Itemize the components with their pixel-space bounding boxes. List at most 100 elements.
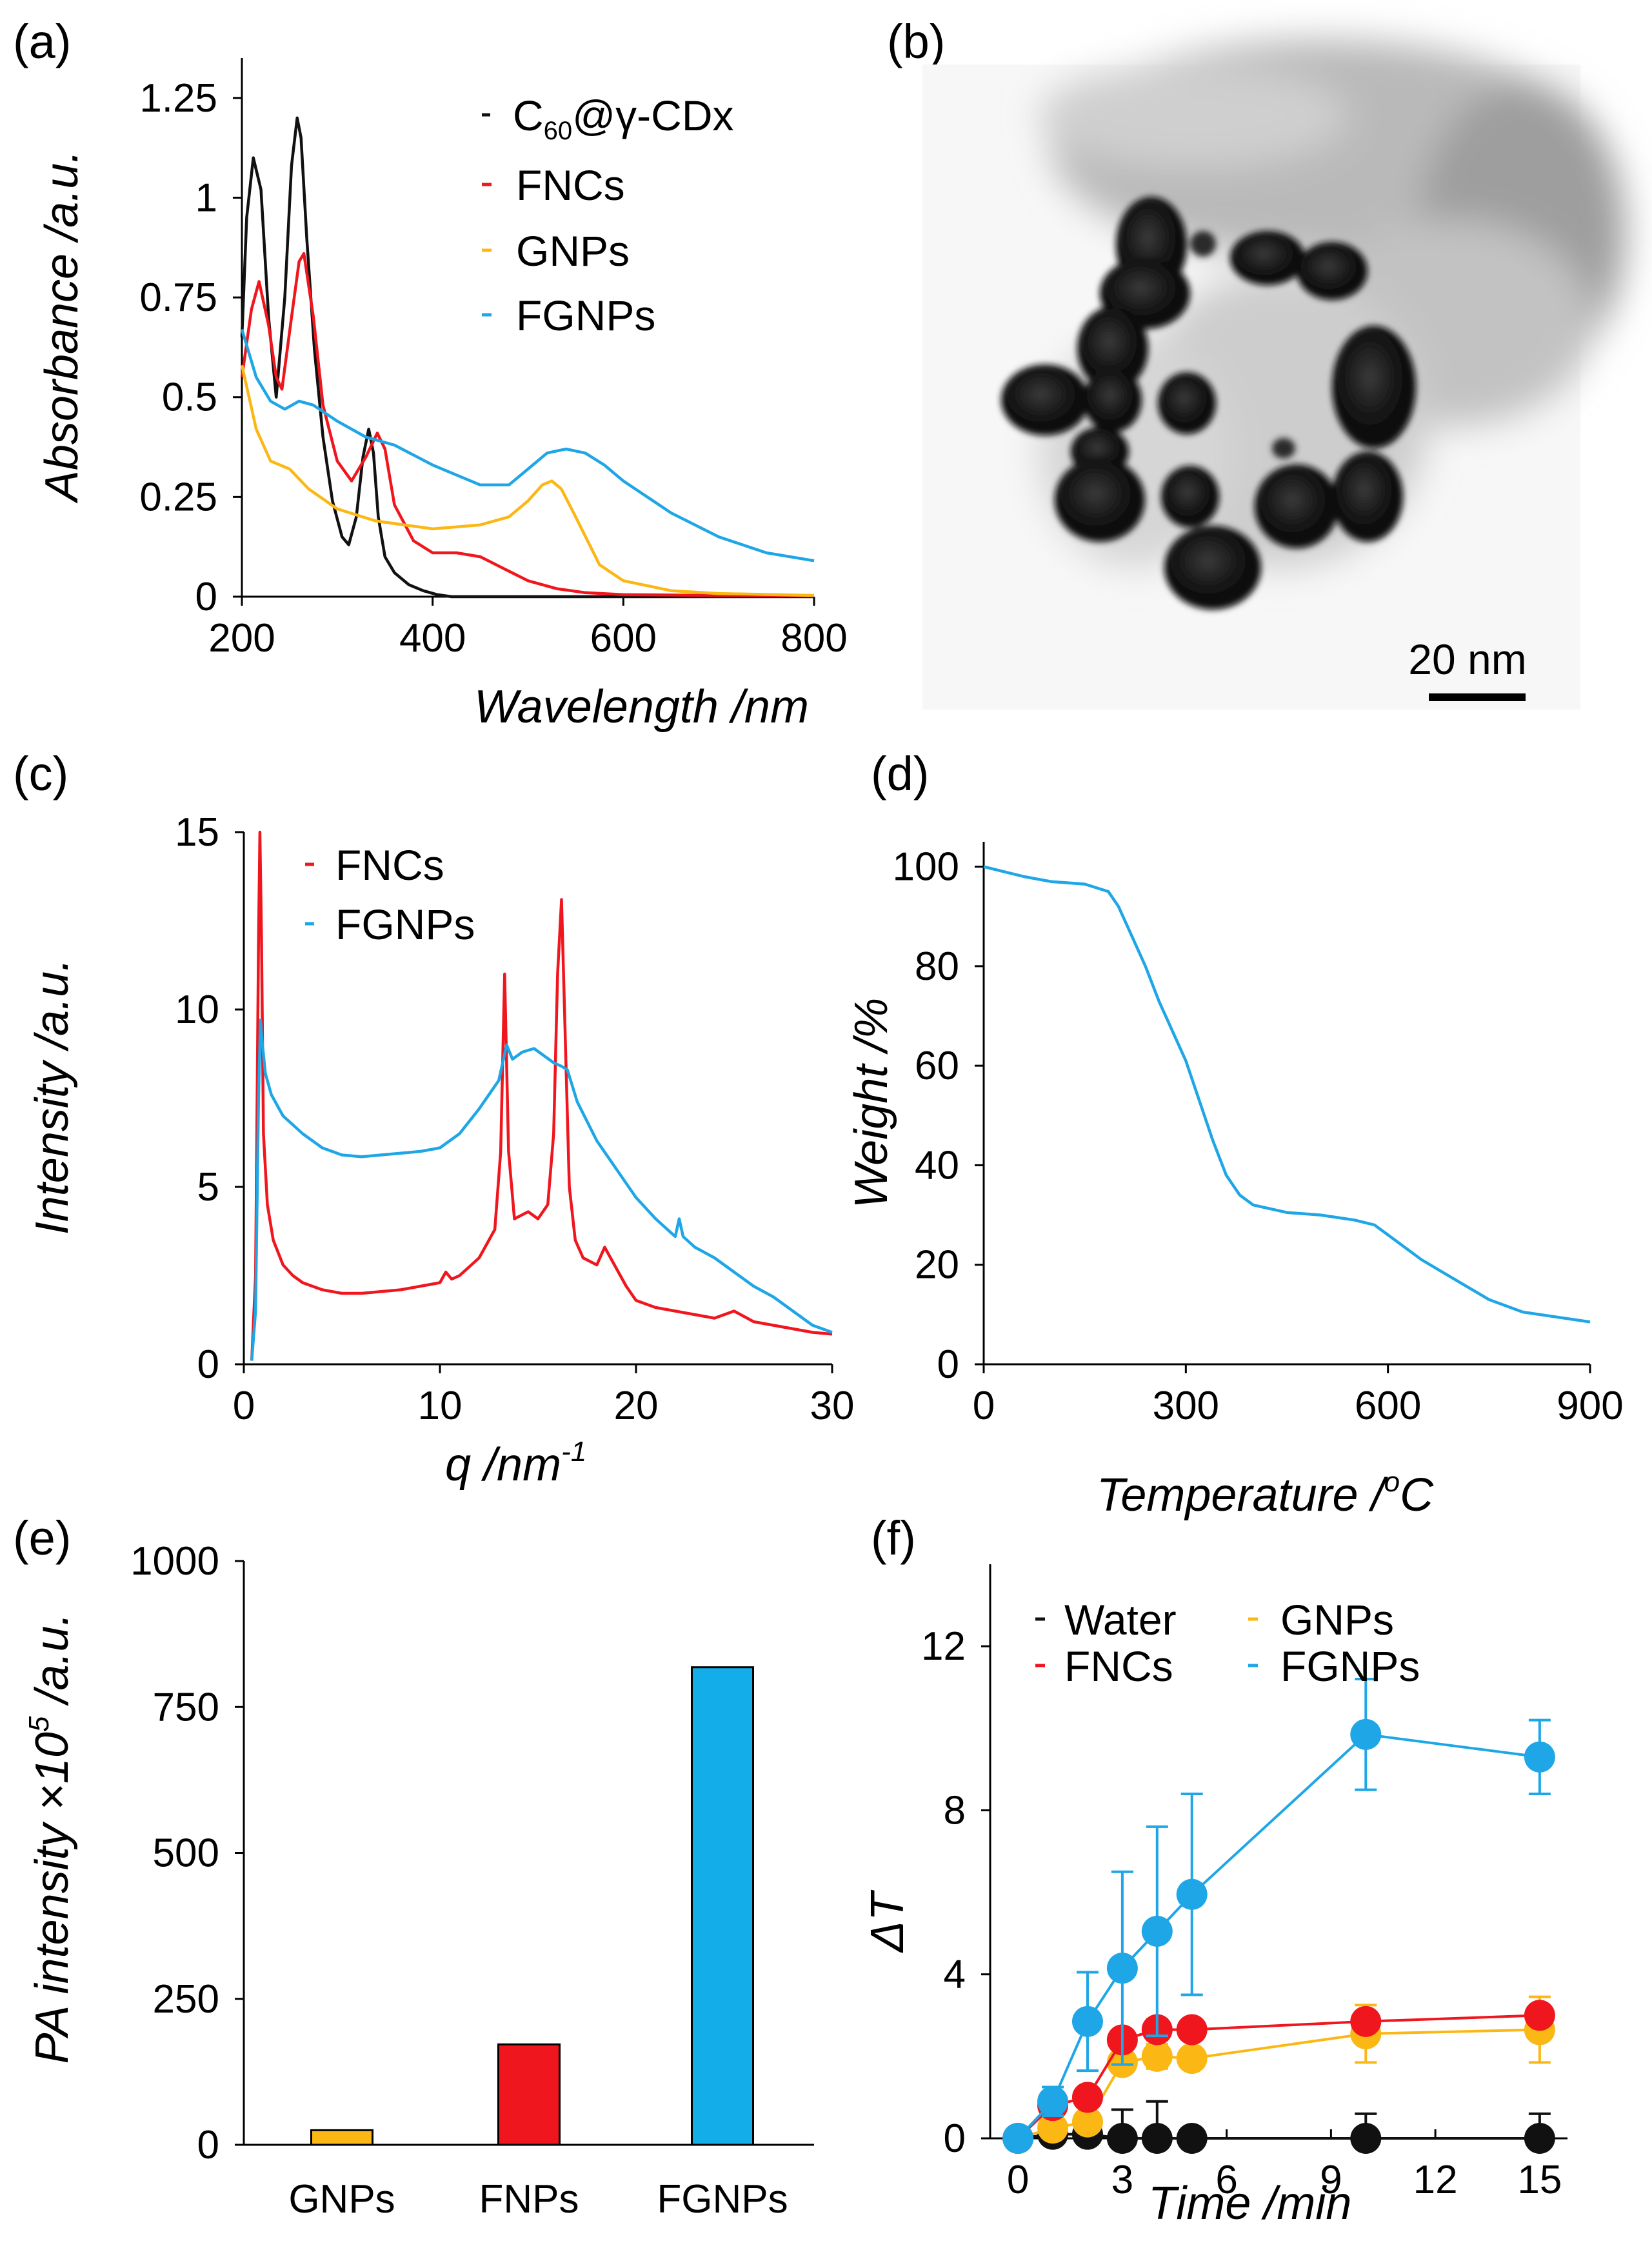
e-y-tick-label: 500 [153, 1831, 219, 1876]
c-x-axis-label: q /nm-1 [445, 1436, 586, 1491]
f-point-fncs [1176, 2014, 1208, 2045]
f-point-fgnps [1350, 1718, 1382, 1750]
a-y-axis-label: Absorbance /a.u. [36, 150, 88, 504]
b-nanoparticles [1001, 197, 1416, 610]
f-line-fgnps [1017, 1733, 1540, 2140]
c-legend: FNCs FGNPs [305, 841, 475, 948]
d-x-axis-label: Temperature /oC [1097, 1466, 1434, 1521]
a-legend-c60: C60@γ-CDx [513, 92, 733, 145]
f-point-gnps [1037, 2113, 1069, 2144]
f-point-gnps [1141, 2040, 1173, 2072]
d-y-tick-label: 100 [893, 845, 959, 890]
a-x-tick-label: 400 [399, 616, 466, 661]
e-y-tick-label: 1000 [130, 1539, 219, 1584]
panel-e-pa-bar-chart: 0 250 500 750 1000 GNPs FNPs FGNPs PA intensit… [23, 1539, 814, 2222]
a-y-tick-label: 0.75 [139, 275, 217, 320]
c-series-fgnps [250, 1019, 833, 1361]
e-bar-fnps [497, 2043, 561, 2146]
e-y-tick-label: 0 [197, 2123, 219, 2167]
panel-d-weight-chart: 0 300 600 900 0 20 40 60 80 100 Temperature /oC W… [846, 842, 1624, 1521]
a-y-tick-label: 1 [195, 175, 217, 220]
a-series-fgnps [240, 328, 815, 562]
f-x-tick-label: 15 [1517, 2158, 1562, 2202]
b-scale-bar [1429, 693, 1526, 701]
f-y-tick-label: 12 [921, 1624, 966, 1669]
panel-label-c: (c) [13, 747, 68, 801]
a-series-gnps [240, 364, 815, 597]
b-scale-bar-label: 20 nm [1408, 635, 1526, 683]
f-point-fgnps [1176, 1878, 1208, 1910]
f-point-fgnps [1002, 2123, 1034, 2154]
f-legend-water: Water [1064, 1596, 1177, 1644]
panel-label-f: (f) [871, 1511, 916, 1565]
a-legend-fgnps: FGNPs [516, 292, 655, 339]
panel-c-intensity-chart: 0 10 20 30 0 5 10 15 q /nm-1 Intensity /a.u. FN… [26, 810, 854, 1491]
d-y-tick-label: 40 [915, 1143, 959, 1188]
c-legend-fgnps: FGNPs [335, 900, 475, 948]
f-y-tick-label: 0 [944, 2116, 966, 2161]
a-x-tick-label: 200 [208, 616, 275, 661]
f-point-water [1350, 2123, 1382, 2154]
d-y-tick-label: 20 [915, 1243, 959, 1288]
c-y-tick-label: 0 [197, 1342, 219, 1387]
c-legend-fncs: FNCs [335, 841, 444, 889]
f-point-water [1106, 2123, 1138, 2154]
c-series-fncs [250, 830, 833, 1361]
d-x-tick-label: 300 [1153, 1384, 1219, 1428]
f-y-tick-label: 8 [944, 1788, 966, 1833]
f-point-fncs [1524, 2000, 1555, 2031]
a-legend: C60@γ-CDx FNCs GNPs FGNPs [482, 92, 733, 339]
f-point-gnps [1071, 2106, 1103, 2138]
c-y-tick-label: 5 [197, 1165, 219, 1209]
f-point-gnps [1176, 2043, 1208, 2074]
panel-f-temperature-chart: 0 3 6 9 12 15 0 4 8 12 Time /min ΔT Water GNPs FN… [862, 1564, 1567, 2229]
c-x-tick-label: 30 [810, 1384, 855, 1428]
f-point-fgnps [1106, 1953, 1138, 1984]
a-y-tick-label: 0.25 [139, 475, 217, 519]
c-x-tick-label: 10 [418, 1384, 463, 1428]
d-y-tick-label: 60 [915, 1044, 959, 1088]
a-x-tick-label: 600 [590, 616, 657, 661]
e-x-tick-label: GNPs [288, 2177, 395, 2222]
panel-label-e: (e) [13, 1511, 71, 1565]
f-point-water [1176, 2123, 1208, 2154]
a-y-tick-label: 1.25 [139, 76, 217, 121]
a-y-tick-label: 0.5 [162, 375, 217, 420]
f-point-fncs [1071, 2082, 1103, 2113]
a-x-axis-label: Wavelength /nm [474, 681, 809, 733]
e-y-tick-label: 750 [153, 1685, 219, 1729]
c-y-tick-label: 15 [175, 810, 219, 855]
panel-label-d: (d) [871, 747, 929, 801]
f-x-tick-label: 12 [1413, 2158, 1458, 2202]
f-series-fgnps [1002, 1678, 1555, 2154]
panel-label-a: (a) [13, 15, 71, 68]
f-x-tick-label: 3 [1111, 2158, 1133, 2202]
f-legend-gnps: GNPs [1280, 1596, 1394, 1644]
f-point-fgnps [1037, 2085, 1069, 2117]
f-x-axis-label: Time /min [1148, 2178, 1351, 2229]
f-legend-fgnps: FGNPs [1280, 1642, 1420, 1690]
e-y-tick-label: 250 [153, 1977, 219, 2022]
panel-a-absorbance-chart: 200 400 600 800 0 0.25 0.5 0.75 1 1.25 Wavelength… [36, 58, 848, 733]
e-bar-gnps [310, 2129, 373, 2146]
a-series-fncs [240, 252, 815, 598]
c-y-axis-label: Intensity /a.u. [26, 959, 78, 1235]
e-x-tick-label: FGNPs [657, 2177, 788, 2222]
f-point-water [1524, 2123, 1555, 2154]
d-y-tick-label: 0 [937, 1342, 959, 1387]
f-point-fgnps [1524, 1741, 1555, 1773]
panel-label-b: (b) [887, 15, 945, 68]
f-point-fgnps [1071, 2005, 1103, 2037]
d-x-tick-label: 900 [1557, 1384, 1623, 1428]
d-y-axis-label: Weight /% [846, 998, 897, 1209]
c-x-tick-label: 20 [614, 1384, 659, 1428]
a-legend-fncs: FNCs [516, 161, 625, 209]
f-y-axis-label: ΔT [862, 1889, 913, 1953]
panel-b-tem-image: 20 nm [922, 39, 1626, 710]
f-point-fgnps [1141, 1915, 1173, 1947]
f-x-tick-label: 6 [1215, 2158, 1237, 2202]
f-legend-fncs: FNCs [1064, 1642, 1173, 1690]
d-y-tick-label: 80 [915, 944, 959, 989]
e-bar-fgnps [691, 1666, 754, 2146]
e-x-tick-label: FNPs [479, 2177, 579, 2222]
